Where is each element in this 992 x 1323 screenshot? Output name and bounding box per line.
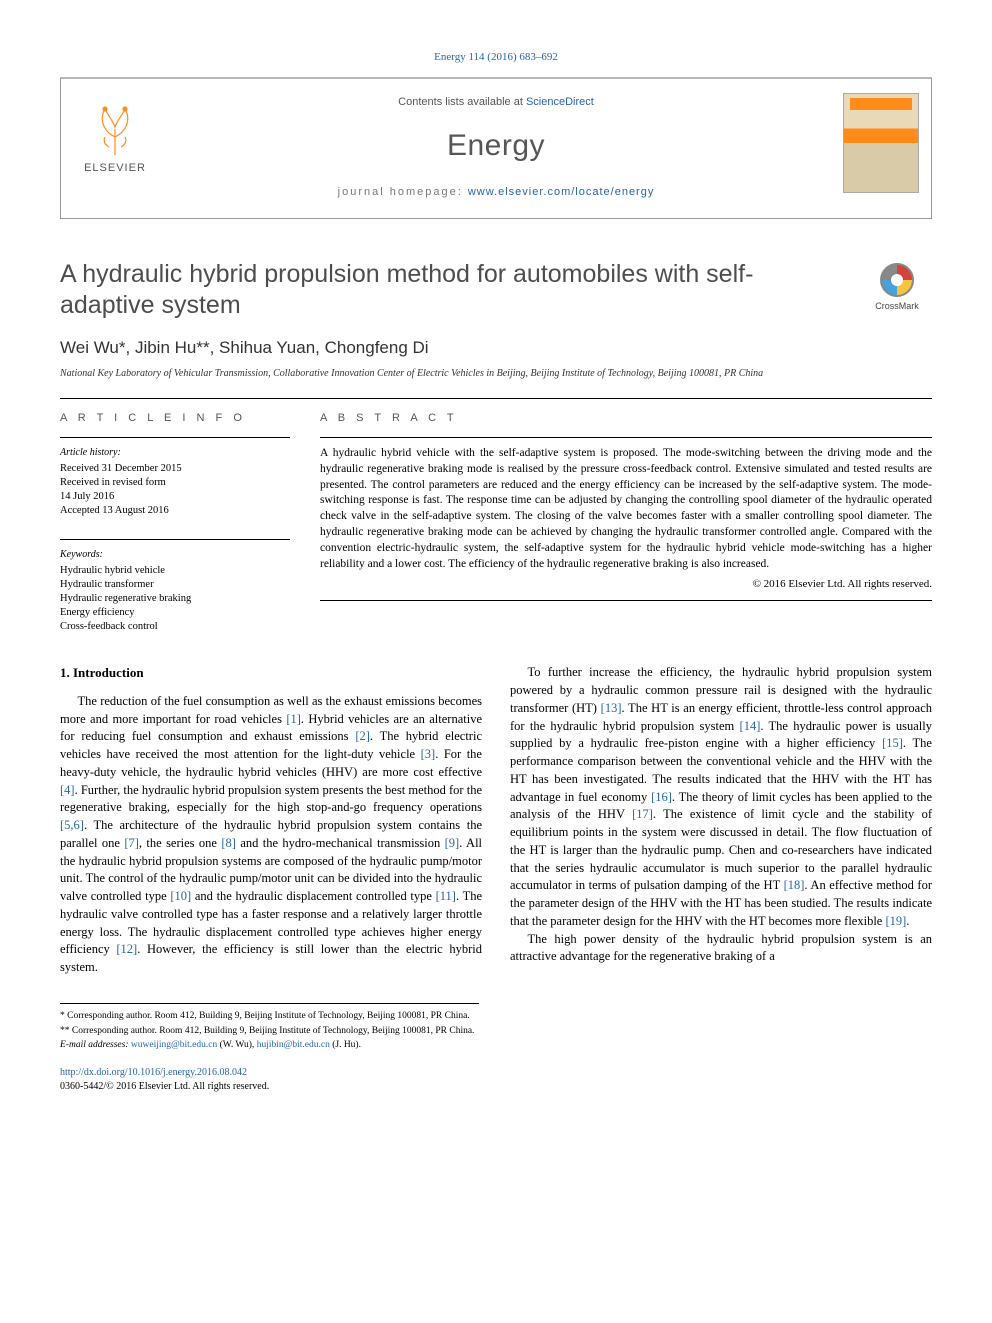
journal-cover-thumbnail (843, 93, 919, 193)
citation-ref[interactable]: [7] (124, 836, 139, 850)
contents-available-line: Contents lists available at ScienceDirec… (171, 95, 821, 110)
citation-text[interactable]: Energy 114 (2016) 683–692 (434, 51, 558, 63)
article-title: A hydraulic hybrid propulsion method for… (60, 259, 832, 322)
divider (320, 600, 932, 601)
keyword: Hydraulic hybrid vehicle (60, 564, 290, 578)
sciencedirect-link[interactable]: ScienceDirect (526, 96, 594, 108)
doi-link[interactable]: http://dx.doi.org/10.1016/j.energy.2016.… (60, 1067, 247, 1078)
body-paragraph: The high power density of the hydraulic … (510, 931, 932, 967)
abstract-copyright: © 2016 Elsevier Ltd. All rights reserved… (320, 577, 932, 592)
affiliation: National Key Laboratory of Vehicular Tra… (60, 367, 932, 380)
homepage-line: journal homepage: www.elsevier.com/locat… (171, 185, 821, 200)
issn-copyright: 0360-5442/© 2016 Elsevier Ltd. All right… (60, 1081, 269, 1092)
elsevier-logo: ELSEVIER (75, 97, 155, 176)
citation-ref[interactable]: [19] (885, 914, 906, 928)
article-info-column: A R T I C L E I N F O Article history: R… (60, 411, 290, 634)
email-link[interactable]: hujibin@bit.edu.cn (257, 1040, 330, 1050)
body-columns: 1. Introduction The reduction of the fue… (60, 664, 932, 976)
email-addresses: E-mail addresses: wuweijing@bit.edu.cn (… (60, 1039, 479, 1052)
citation-ref[interactable]: [18] (784, 878, 805, 892)
journal-header: ELSEVIER Contents lists available at Sci… (60, 77, 932, 219)
journal-name: Energy (171, 125, 821, 167)
citation-ref[interactable]: [12] (116, 942, 137, 956)
section-heading: 1. Introduction (60, 664, 482, 682)
corresponding-author-note: ** Corresponding author. Room 412, Build… (60, 1025, 479, 1038)
body-paragraph: The reduction of the fuel consumption as… (60, 693, 482, 977)
keywords-label: Keywords: (60, 548, 290, 562)
citation-ref[interactable]: [14] (740, 719, 761, 733)
email-link[interactable]: wuweijing@bit.edu.cn (131, 1040, 217, 1050)
abstract-column: A B S T R A C T A hydraulic hybrid vehic… (320, 411, 932, 634)
corresponding-author-note: * Corresponding author. Room 412, Buildi… (60, 1010, 479, 1023)
citation-ref[interactable]: [3] (421, 747, 436, 761)
citation-ref[interactable]: [15] (882, 736, 903, 750)
received-date: Received 31 December 2015 (60, 462, 290, 476)
crossmark-label: CrossMark (862, 300, 932, 313)
keyword: Hydraulic regenerative braking (60, 592, 290, 606)
citation-ref[interactable]: [4] (60, 783, 75, 797)
divider (60, 437, 290, 438)
divider (60, 539, 290, 540)
publisher-name: ELSEVIER (75, 161, 155, 176)
abstract-text: A hydraulic hybrid vehicle with the self… (320, 446, 932, 573)
citation-ref[interactable]: [5,6] (60, 818, 84, 832)
citation-ref[interactable]: [2] (355, 729, 370, 743)
abstract-heading: A B S T R A C T (320, 411, 932, 426)
keyword: Cross-feedback control (60, 620, 290, 634)
elsevier-tree-icon (85, 97, 145, 157)
doi-block: http://dx.doi.org/10.1016/j.energy.2016.… (60, 1066, 932, 1093)
crossmark-icon (880, 263, 914, 297)
citation-line: Energy 114 (2016) 683–692 (60, 50, 932, 65)
citation-ref[interactable]: [17] (632, 807, 653, 821)
article-info-heading: A R T I C L E I N F O (60, 411, 290, 426)
citation-ref[interactable]: [16] (651, 790, 672, 804)
revised-date: 14 July 2016 (60, 490, 290, 504)
homepage-link[interactable]: www.elsevier.com/locate/energy (468, 186, 655, 198)
accepted-date: Accepted 13 August 2016 (60, 504, 290, 518)
citation-ref[interactable]: [13] (601, 701, 622, 715)
citation-ref[interactable]: [8] (221, 836, 236, 850)
authors-line: Wei Wu*, Jibin Hu**, Shihua Yuan, Chongf… (60, 336, 932, 360)
citation-ref[interactable]: [10] (170, 889, 191, 903)
citation-ref[interactable]: [11] (436, 889, 456, 903)
contents-prefix: Contents lists available at (398, 96, 526, 108)
homepage-prefix: journal homepage: (338, 186, 468, 198)
divider (320, 437, 932, 438)
citation-ref[interactable]: [9] (445, 836, 460, 850)
citation-ref[interactable]: [1] (286, 712, 301, 726)
revised-label: Received in revised form (60, 476, 290, 490)
footnotes: * Corresponding author. Room 412, Buildi… (60, 1003, 479, 1052)
keyword: Energy efficiency (60, 606, 290, 620)
divider (60, 398, 932, 399)
article-history-label: Article history: (60, 446, 290, 460)
keyword: Hydraulic transformer (60, 578, 290, 592)
body-paragraph: To further increase the efficiency, the … (510, 664, 932, 930)
crossmark-badge[interactable]: CrossMark (862, 263, 932, 313)
